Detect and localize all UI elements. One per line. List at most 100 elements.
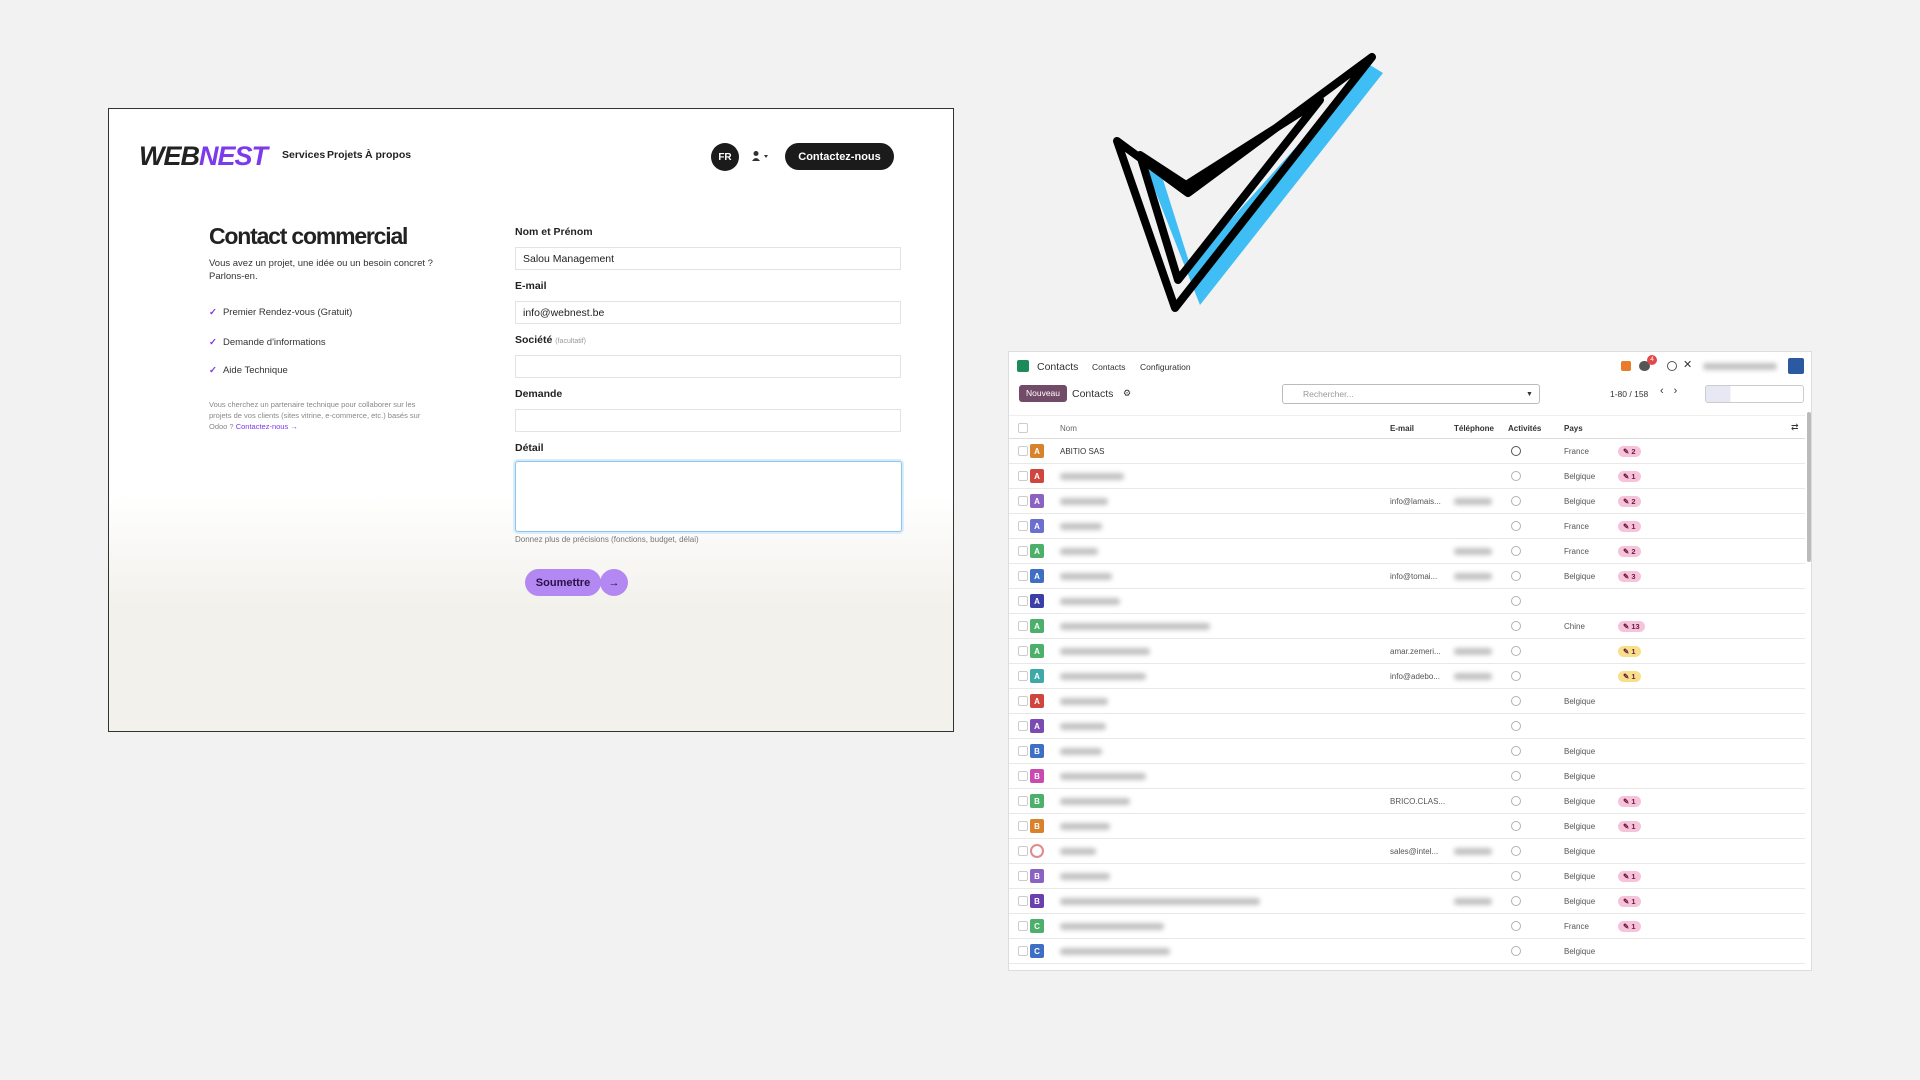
company-input[interactable] xyxy=(515,355,901,378)
tag-badge[interactable]: ✎ 1 xyxy=(1618,671,1641,682)
row-checkbox[interactable] xyxy=(1018,671,1028,681)
contact-row[interactable]: B Belgique xyxy=(1009,764,1805,789)
note-link[interactable]: Contactez-nous → xyxy=(235,422,298,431)
row-checkbox[interactable] xyxy=(1018,646,1028,656)
nav-link[interactable]: Services xyxy=(282,149,326,161)
activity-icon[interactable] xyxy=(1511,546,1521,556)
activity-icon[interactable] xyxy=(1511,496,1521,506)
activity-icon[interactable] xyxy=(1511,646,1521,656)
tag-badge[interactable]: ✎ 1 xyxy=(1618,521,1641,532)
nav-link[interactable]: À propos xyxy=(365,149,412,161)
app-name[interactable]: Contacts xyxy=(1037,361,1079,373)
contact-row[interactable]: B Belgique ✎ 1 xyxy=(1009,814,1805,839)
row-checkbox[interactable] xyxy=(1018,546,1028,556)
activity-icon[interactable] xyxy=(1511,671,1521,681)
row-checkbox[interactable] xyxy=(1018,596,1028,606)
contact-row[interactable]: B Belgique ✎ 1 xyxy=(1009,889,1805,914)
row-checkbox[interactable] xyxy=(1018,496,1028,506)
row-checkbox[interactable] xyxy=(1018,821,1028,831)
column-header[interactable]: Activités xyxy=(1508,424,1542,433)
cta-button[interactable]: Contactez-nous xyxy=(785,143,894,170)
submit-button[interactable]: Soumettre xyxy=(525,569,601,596)
row-checkbox[interactable] xyxy=(1018,896,1028,906)
activity-icon[interactable] xyxy=(1511,696,1521,706)
tag-badge[interactable]: ✎ 2 xyxy=(1618,446,1641,457)
contact-row[interactable]: B Belgique ✎ 1 xyxy=(1009,864,1805,889)
row-checkbox[interactable] xyxy=(1018,846,1028,856)
row-checkbox[interactable] xyxy=(1018,471,1028,481)
row-checkbox[interactable] xyxy=(1018,521,1028,531)
activity-icon[interactable] xyxy=(1511,746,1521,756)
contact-row[interactable]: C France ✎ 1 xyxy=(1009,914,1805,939)
row-checkbox[interactable] xyxy=(1018,721,1028,731)
activity-icon[interactable] xyxy=(1667,361,1677,371)
row-checkbox[interactable] xyxy=(1018,571,1028,581)
tools-icon[interactable]: ✕ xyxy=(1683,359,1693,371)
avatar[interactable] xyxy=(1788,358,1804,374)
request-input[interactable] xyxy=(515,409,901,432)
activity-icon[interactable] xyxy=(1511,471,1521,481)
row-checkbox[interactable] xyxy=(1018,871,1028,881)
tag-badge[interactable]: ✎ 1 xyxy=(1618,796,1641,807)
contact-row[interactable]: sales@intel... Belgique xyxy=(1009,839,1805,864)
column-header[interactable]: Pays xyxy=(1564,424,1583,433)
scrollbar[interactable] xyxy=(1807,412,1811,562)
gear-icon[interactable]: ⚙ xyxy=(1123,388,1132,398)
tag-badge[interactable]: ✎ 1 xyxy=(1618,821,1641,832)
activity-icon[interactable] xyxy=(1511,721,1521,731)
tag-badge[interactable]: ✎ 13 xyxy=(1618,621,1645,632)
submit-arrow[interactable]: → xyxy=(600,569,628,596)
contact-row[interactable]: A Belgique ✎ 1 xyxy=(1009,464,1805,489)
user-menu[interactable] xyxy=(751,150,771,162)
detail-textarea[interactable] xyxy=(515,461,902,532)
menu-item[interactable]: Configuration xyxy=(1140,362,1191,372)
activity-icon[interactable] xyxy=(1511,796,1521,806)
contact-row[interactable]: A xyxy=(1009,714,1805,739)
search-box[interactable]: Rechercher... xyxy=(1282,384,1540,404)
column-header[interactable]: E-mail xyxy=(1390,424,1415,433)
contact-row[interactable]: A xyxy=(1009,589,1805,614)
contact-row[interactable]: B Belgique xyxy=(1009,739,1805,764)
contact-row[interactable]: B BRICO.CLAS... Belgique ✎ 1 xyxy=(1009,789,1805,814)
contact-row[interactable]: A France ✎ 2 xyxy=(1009,539,1805,564)
activity-icon[interactable] xyxy=(1511,821,1521,831)
menu-item[interactable]: Contacts xyxy=(1092,362,1126,372)
logo[interactable]: WEBNEST xyxy=(139,141,268,172)
nav-link[interactable]: Projets xyxy=(327,149,363,161)
contact-row[interactable]: A Belgique xyxy=(1009,689,1805,714)
activity-icon[interactable] xyxy=(1511,621,1521,631)
search-dropdown[interactable]: ▼ xyxy=(1526,391,1533,398)
contact-row[interactable]: C Belgique xyxy=(1009,939,1805,964)
column-header[interactable]: Nom xyxy=(1060,424,1077,433)
tag-badge[interactable]: ✎ 3 xyxy=(1618,571,1641,582)
ai-icon[interactable] xyxy=(1621,361,1631,371)
column-settings[interactable]: ⇄ xyxy=(1791,422,1799,432)
chat-icon[interactable] xyxy=(1639,361,1650,371)
view-switcher[interactable] xyxy=(1705,385,1804,403)
email-input[interactable]: info@webnest.be xyxy=(515,301,901,324)
activity-icon[interactable] xyxy=(1511,521,1521,531)
row-checkbox[interactable] xyxy=(1018,446,1028,456)
activity-icon[interactable] xyxy=(1511,921,1521,931)
new-button[interactable]: Nouveau xyxy=(1019,385,1067,402)
row-checkbox[interactable] xyxy=(1018,921,1028,931)
activity-icon[interactable] xyxy=(1511,771,1521,781)
activity-icon[interactable] xyxy=(1511,896,1521,906)
row-checkbox[interactable] xyxy=(1018,946,1028,956)
contact-row[interactable]: A ABITIO SAS France ✎ 2 xyxy=(1009,439,1805,464)
app-icon[interactable] xyxy=(1017,360,1029,372)
column-header[interactable]: Téléphone xyxy=(1454,424,1495,433)
row-checkbox[interactable] xyxy=(1018,796,1028,806)
tag-badge[interactable]: ✎ 1 xyxy=(1618,921,1641,932)
activity-icon[interactable] xyxy=(1511,871,1521,881)
row-checkbox[interactable] xyxy=(1018,771,1028,781)
tag-badge[interactable]: ✎ 1 xyxy=(1618,896,1641,907)
contact-row[interactable]: A Chine ✎ 13 xyxy=(1009,614,1805,639)
contact-row[interactable]: A France ✎ 1 xyxy=(1009,514,1805,539)
tag-badge[interactable]: ✎ 1 xyxy=(1618,871,1641,882)
lang-button[interactable]: FR xyxy=(711,143,739,171)
